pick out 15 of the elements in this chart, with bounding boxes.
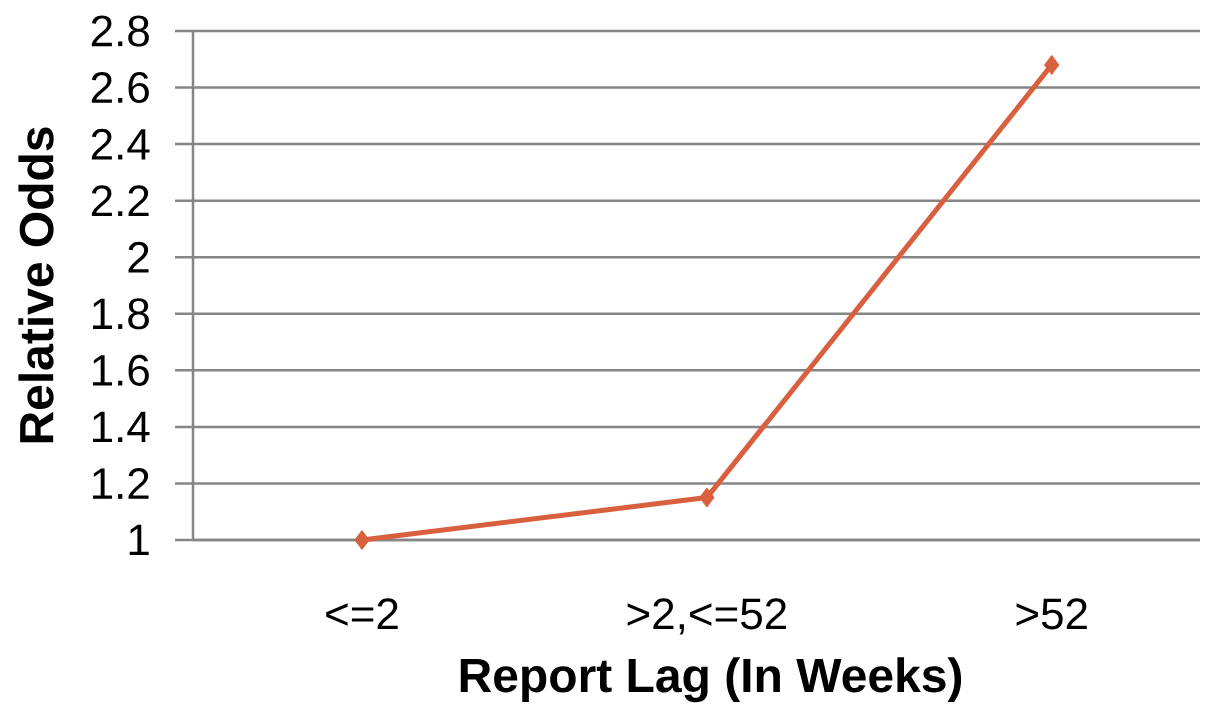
y-tick-label: 1.6 bbox=[93, 354, 149, 386]
y-tick-label: 1.2 bbox=[93, 468, 149, 499]
x-tick-label: >52 bbox=[1016, 598, 1087, 630]
y-tick-label: 1 bbox=[129, 524, 149, 556]
y-tick-label: 2.4 bbox=[91, 128, 150, 160]
x-axis-title: Report Lag (In Weeks) bbox=[460, 657, 962, 703]
y-tick-label: 2 bbox=[128, 241, 149, 273]
y-tick-label: 2.2 bbox=[91, 185, 149, 217]
y-tick-label: 1.8 bbox=[93, 298, 149, 330]
y-tick-label: 1.4 bbox=[93, 411, 150, 443]
y-tick-label: 2.6 bbox=[91, 71, 149, 104]
x-tick-label: >2,<=52 bbox=[627, 598, 786, 635]
x-tick-label: <=2 bbox=[326, 598, 398, 629]
y-axis-title: Relative Odds bbox=[18, 127, 54, 443]
y-tick-label: 2.8 bbox=[91, 15, 149, 47]
